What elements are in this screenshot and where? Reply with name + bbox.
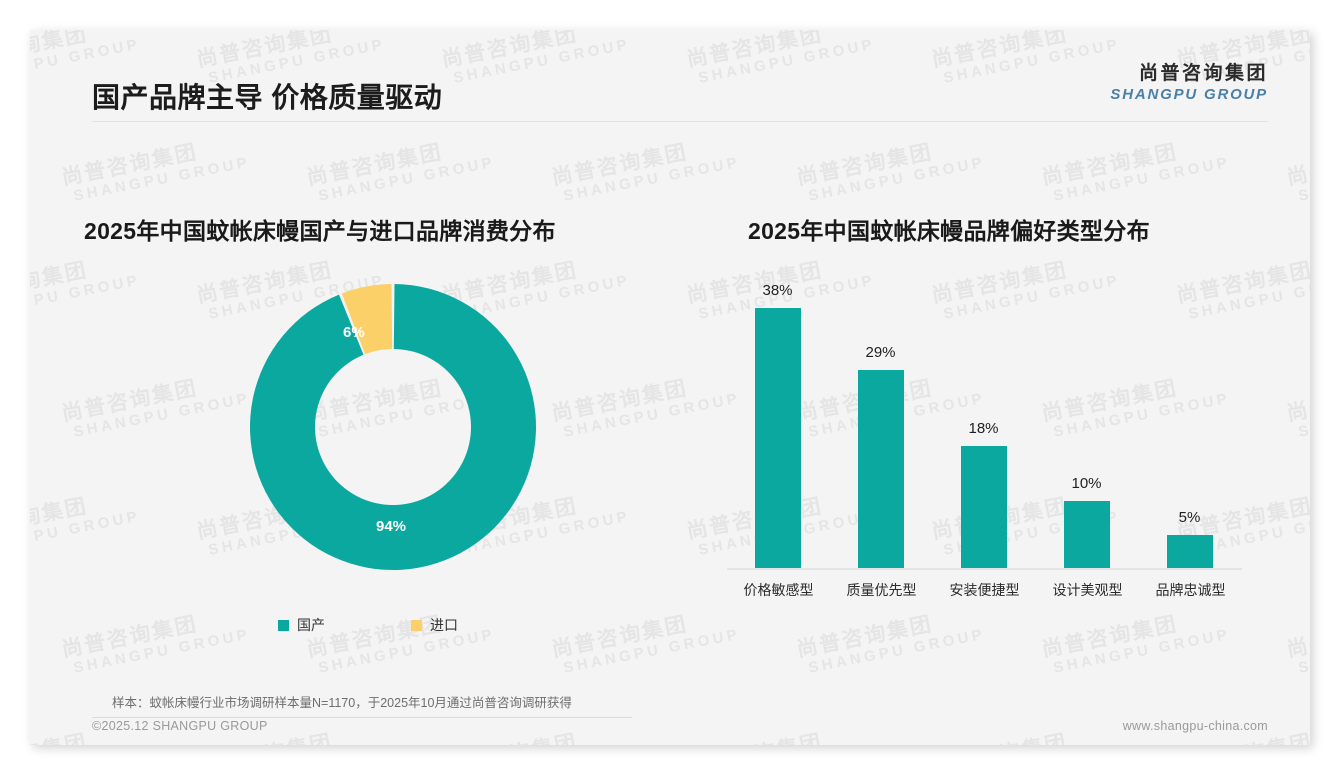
bar-xaxis-label: 设计美观型	[1052, 582, 1123, 598]
bar-column: 29%	[830, 280, 931, 570]
legend-label-import: 进口	[430, 617, 458, 633]
header-divider	[92, 121, 1268, 122]
page-title: 国产品牌主导 价格质量驱动	[92, 82, 443, 113]
footnote-box: 样本：蚊帐床幔行业市场调研样本量N=1170，于2025年10月通过尚普咨询调研…	[92, 682, 632, 718]
legend-swatch-domestic	[278, 619, 289, 631]
bar-rect[interactable]	[858, 369, 904, 570]
brand-logo: 尚普咨询集团 SHANGPU GROUP	[1110, 62, 1268, 104]
footnote-text: 样本：蚊帐床幔行业市场调研样本量N=1170，于2025年10月通过尚普咨询调研…	[112, 696, 572, 710]
bar-column: 10%	[1036, 280, 1137, 570]
footer-copyright: ©2025.12 SHANGPU GROUP	[92, 719, 268, 733]
donut-slice-label-import: 6%	[343, 324, 365, 341]
bar-value-label: 5%	[1178, 509, 1201, 527]
bar-chart-plot: 38% 29% 18% 10% 5%	[727, 280, 1242, 570]
bar-chart-title: 2025年中国蚊帐床幔品牌偏好类型分布	[748, 218, 1150, 244]
donut-slice-label-domestic: 94%	[376, 518, 407, 535]
footer-url[interactable]: www.shangpu-china.com	[1122, 719, 1268, 733]
bar-rect[interactable]	[961, 445, 1007, 570]
bar-rect[interactable]	[1167, 535, 1213, 570]
legend-swatch-import	[411, 619, 422, 631]
bar-xaxis-label: 质量优先型	[846, 582, 917, 598]
brand-logo-en: SHANGPU GROUP	[1110, 85, 1268, 103]
legend-label-domestic: 国产	[297, 617, 325, 633]
bar-value-label: 29%	[865, 343, 896, 361]
bar-value-label: 38%	[762, 281, 793, 299]
donut-svg	[249, 284, 536, 570]
bar-chart-xaxis: 价格敏感型 质量优先型 安装便捷型 设计美观型 品牌忠诚型	[727, 580, 1242, 600]
slide-canvas: 尚普咨询集团 SHANGPU GROUP 尚普咨询集团 SHANGPU GROUP 尚普…	[30, 30, 1310, 745]
bar-xaxis-label: 品牌忠诚型	[1155, 582, 1226, 598]
donut-chart-title: 2025年中国蚊帐床幔国产与进口品牌消费分布	[84, 218, 556, 244]
donut-legend: 国产 进口	[278, 615, 458, 635]
legend-item-import[interactable]: 进口	[411, 615, 458, 635]
bar-rect[interactable]	[1064, 500, 1110, 570]
bar-chart-panel: 2025年中国蚊帐床幔品牌偏好类型分布 38% 29% 18% 10% 5% 价格敏感型…	[690, 122, 1310, 682]
bar-chart-baseline	[727, 568, 1242, 570]
bar-column: 5%	[1139, 280, 1240, 570]
donut-slice-国产[interactable]	[249, 284, 536, 570]
donut-chart: 94% 6%	[248, 282, 538, 572]
slide-content: 2025年中国蚊帐床幔国产与进口品牌消费分布 94% 6% 国产 进口	[30, 122, 1310, 682]
slide-header: 国产品牌主导 价格质量驱动 尚普咨询集团 SHANGPU GROUP	[30, 30, 1310, 122]
bar-xaxis-label: 价格敏感型	[743, 582, 814, 598]
donut-slice-进口[interactable]	[341, 284, 393, 355]
bar-value-label: 18%	[968, 419, 999, 437]
bar-column: 38%	[727, 280, 828, 570]
bar-rect[interactable]	[755, 307, 801, 570]
bar-xaxis-label: 安装便捷型	[949, 582, 1020, 598]
donut-chart-panel: 2025年中国蚊帐床幔国产与进口品牌消费分布 94% 6% 国产 进口	[30, 122, 690, 682]
bar-value-label: 10%	[1071, 474, 1102, 492]
bar-column: 18%	[933, 280, 1034, 570]
legend-item-domestic[interactable]: 国产	[278, 615, 325, 635]
brand-logo-cn: 尚普咨询集团	[1138, 63, 1268, 84]
slide-footer: ©2025.12 SHANGPU GROUP www.shangpu-china…	[30, 710, 1310, 745]
